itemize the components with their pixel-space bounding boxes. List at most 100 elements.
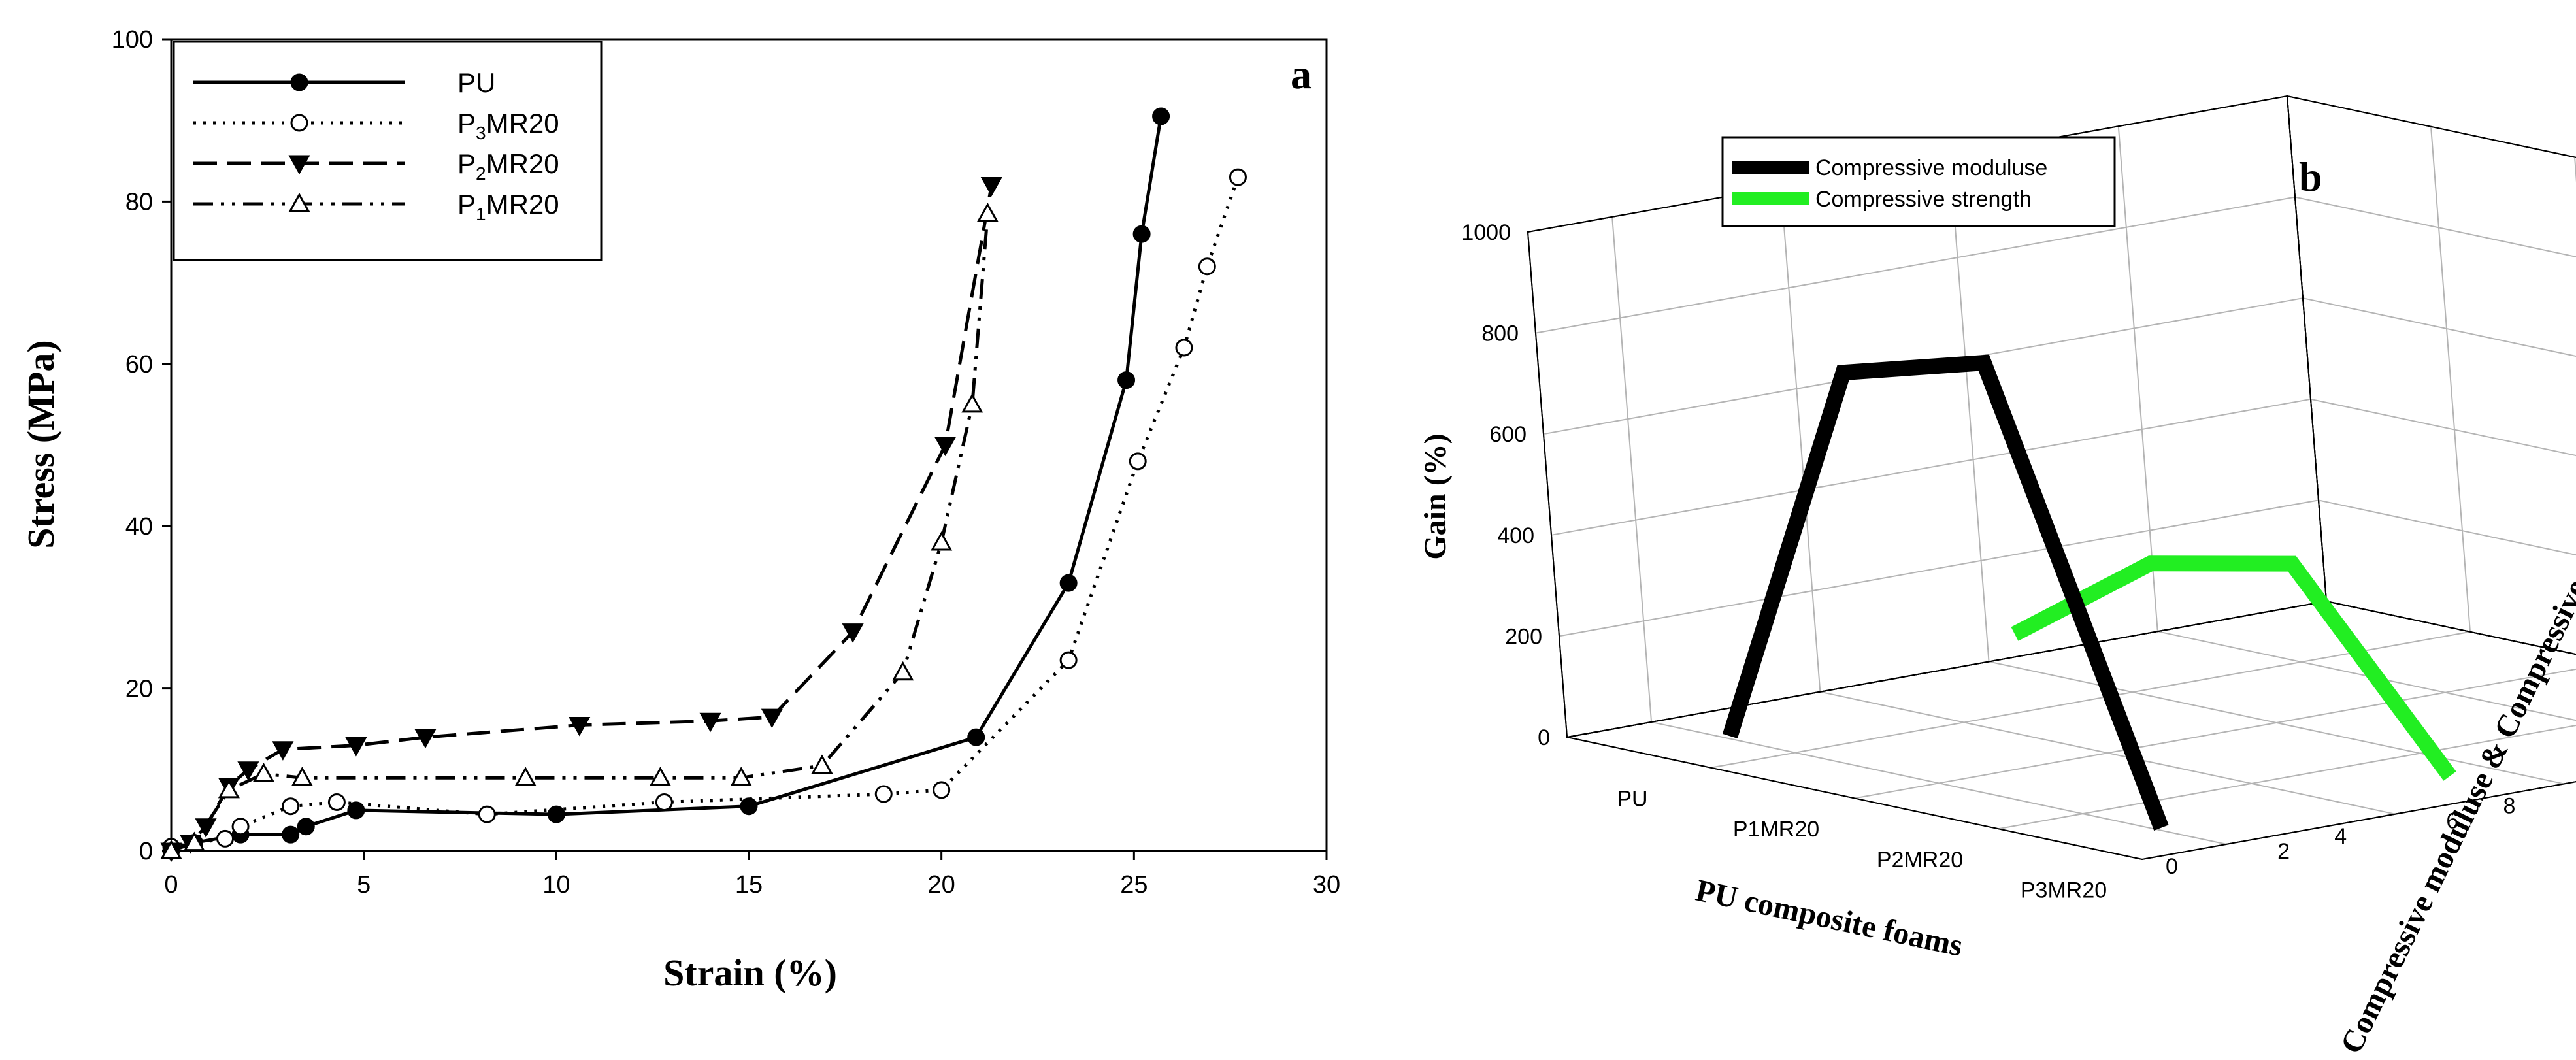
series-group-3d <box>1722 354 2456 831</box>
data-point <box>934 437 957 457</box>
y-tick-label: 40 <box>125 513 153 540</box>
data-point <box>1117 371 1136 389</box>
depth-tick-label: 8 <box>2503 794 2515 819</box>
depth-tick-label: 0 <box>2166 854 2178 879</box>
data-point <box>1059 651 1078 669</box>
wall-edge <box>1527 95 2328 738</box>
category-tick-label: P3MR20 <box>2021 878 2107 903</box>
x-tick-label: 15 <box>735 871 763 899</box>
data-point <box>414 729 437 749</box>
gain-axis-title: Gain (%) <box>1418 433 1453 559</box>
x-axis-ticks: 0 5 10 15 20 25 30 <box>164 851 1340 899</box>
data-point <box>183 831 205 852</box>
data-point <box>740 797 758 816</box>
gridline <box>1854 668 2576 799</box>
data-point <box>761 708 783 729</box>
data-point <box>345 737 367 757</box>
gridline <box>2294 196 2576 257</box>
data-point <box>282 825 300 844</box>
data-point <box>931 531 953 551</box>
data-point <box>547 805 565 823</box>
data-point <box>1175 339 1193 357</box>
data-point <box>1229 168 1247 186</box>
x-tick-label: 20 <box>928 871 955 899</box>
data-point <box>569 716 591 737</box>
data-point <box>478 805 496 823</box>
series-3d-compressive-strength <box>2011 555 2456 781</box>
data-point <box>961 393 983 413</box>
depth-tick-label: 6 <box>2446 809 2458 834</box>
legend-3d-label: Compressive strength <box>1815 187 2032 212</box>
data-point <box>1198 257 1216 276</box>
data-point <box>195 818 217 838</box>
gridline <box>1611 216 1653 722</box>
legend-label: P2MR20 <box>457 148 559 184</box>
gain-tick-label: 1000 <box>1461 220 1511 245</box>
data-point <box>933 781 951 799</box>
data-point <box>811 754 833 774</box>
legend-label-base: P <box>457 148 476 179</box>
category-tick-label: P2MR20 <box>1877 848 1963 872</box>
data-point <box>347 801 365 820</box>
data-point <box>237 761 259 781</box>
x-tick-label: 10 <box>542 871 570 899</box>
data-point <box>892 661 914 681</box>
foam-axis-title: PU composite foams <box>1693 873 1966 963</box>
gridline <box>1535 196 2296 334</box>
data-point <box>290 114 308 132</box>
legend-label-subscript: 1 <box>476 204 486 224</box>
y-tick-label: 0 <box>139 838 153 865</box>
series-line <box>171 185 993 853</box>
data-point <box>730 767 752 786</box>
gridline <box>2310 398 2576 457</box>
gain-tick-label: 0 <box>1538 725 1550 750</box>
legend-label: P3MR20 <box>457 108 559 143</box>
series-P2MR20 <box>160 177 1002 863</box>
data-point <box>327 793 346 811</box>
gain-tick-label: 200 <box>1505 624 1542 649</box>
x-tick-label: 5 <box>357 871 371 899</box>
y-tick-label: 20 <box>125 676 153 703</box>
panel-label-b: b <box>2299 154 2322 200</box>
data-point <box>1129 452 1147 471</box>
legend-label-base: P <box>457 189 476 220</box>
gridline <box>2117 126 2158 632</box>
gridline <box>2318 499 2576 556</box>
data-point <box>297 818 315 836</box>
data-point <box>216 829 235 848</box>
legend-label-rest: MR20 <box>486 108 559 139</box>
y-axis-ticks: 0 20 40 60 80 100 <box>112 26 171 865</box>
legend-label: PU <box>457 67 495 98</box>
series-group <box>160 107 1247 863</box>
data-point <box>282 797 300 816</box>
series-P3MR20 <box>162 168 1247 856</box>
x-axis-title: Strain (%) <box>663 952 837 994</box>
data-point <box>874 785 893 803</box>
legend-box <box>173 41 603 261</box>
gain-tick-label: 800 <box>1481 322 1519 346</box>
legend-3d: Compressive moduluse Compressive strength <box>1721 136 2116 227</box>
data-point <box>655 793 673 811</box>
data-point <box>649 767 672 786</box>
x-tick-label: 25 <box>1120 871 1148 899</box>
depth-tick-label: 2 <box>2277 839 2290 864</box>
legend-label-base: PU <box>457 67 495 98</box>
gain-tick-label: 400 <box>1497 523 1534 548</box>
data-point <box>252 762 274 782</box>
depth-tick-label: 4 <box>2334 824 2347 849</box>
data-point <box>291 767 313 786</box>
gain-tick-label: 600 <box>1489 422 1527 447</box>
data-point <box>288 192 310 212</box>
data-point <box>976 202 999 222</box>
legend-label-subscript: 2 <box>476 163 486 184</box>
data-point <box>1152 107 1170 125</box>
data-point <box>842 623 864 643</box>
data-point <box>231 818 250 836</box>
gridline <box>2430 126 2471 632</box>
category-tick-label: P1MR20 <box>1733 817 1819 842</box>
y-tick-label: 100 <box>112 26 153 54</box>
data-point <box>699 712 721 733</box>
y-tick-label: 80 <box>125 188 153 216</box>
